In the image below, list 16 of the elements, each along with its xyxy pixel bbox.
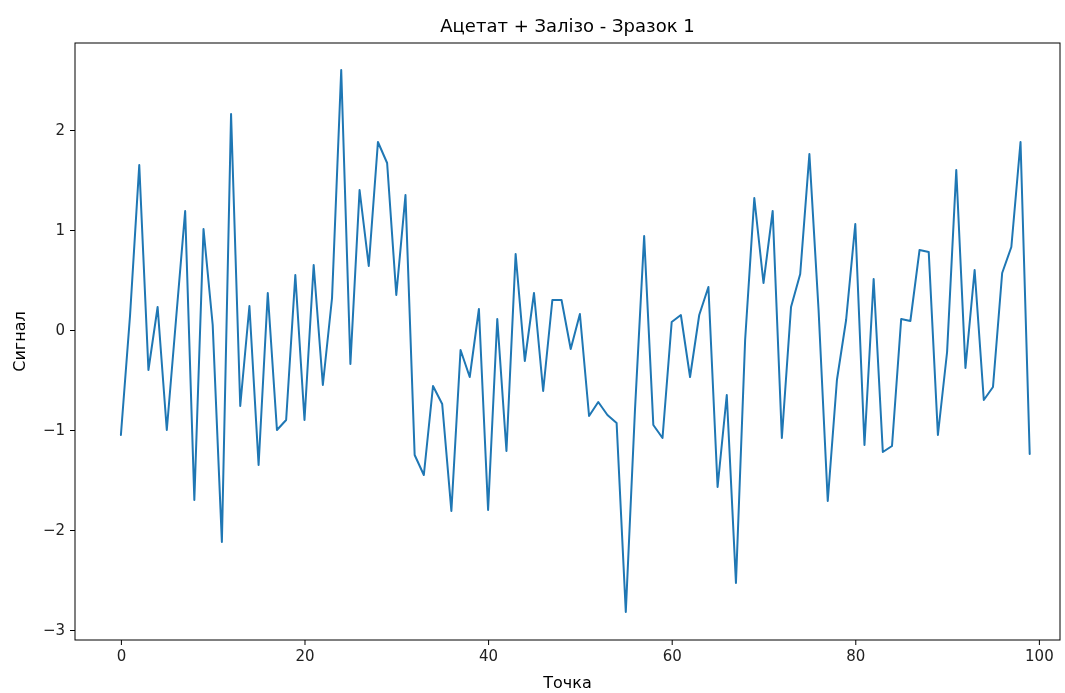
x-tick-label: 40 [479,646,499,665]
y-tick-label: 0 [55,321,65,340]
y-tick-label: 2 [55,121,65,140]
x-tick-label: 60 [662,646,682,665]
y-tick-label: −1 [42,421,65,440]
x-tick-label: 100 [1025,646,1054,665]
y-tick-label: −2 [42,521,65,540]
y-tick-label: −3 [42,621,65,640]
line-series [119,69,1031,613]
chart-title: Ацетат + Залізо - Зразок 1 [440,15,695,36]
y-tick-label: 1 [55,221,65,240]
x-axis-title: Точка [542,673,592,692]
x-tick-label: 0 [116,646,127,665]
x-tick-label: 80 [846,646,866,665]
x-tick-label: 20 [295,646,315,665]
y-axis-title: Сигнал [10,311,29,372]
